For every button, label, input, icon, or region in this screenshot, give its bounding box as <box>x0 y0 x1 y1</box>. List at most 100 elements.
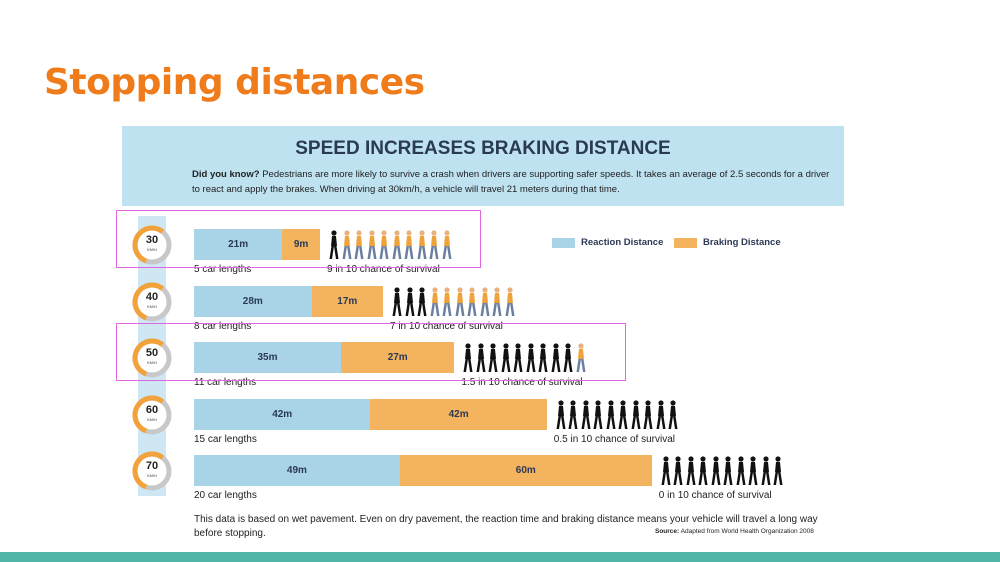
pedestrian-dark-icon <box>551 343 561 372</box>
car-lengths-label: 15 car lengths <box>194 433 257 445</box>
infographic-intro: Did you know? Pedestrians are more likel… <box>192 167 832 197</box>
legend-reaction: Reaction Distance <box>552 237 663 248</box>
reaction-bar: 21m <box>194 229 283 260</box>
pedestrian-icon <box>442 230 451 259</box>
pedestrian-dark-icon <box>656 399 666 429</box>
pedestrian-dark-icon <box>488 343 498 372</box>
legend-reaction-label: Reaction Distance <box>581 237 664 248</box>
pedestrian-dark-icon <box>761 456 771 485</box>
speed-gauge-icon <box>132 338 172 378</box>
speed-gauge: 50 KM/H <box>132 338 172 378</box>
speed-gauge-icon <box>132 282 172 321</box>
speed-gauge: 70 KM/H <box>132 451 172 491</box>
pedestrian-dark-icon <box>329 230 339 259</box>
pedestrian-dark-icon <box>773 456 783 485</box>
pedestrian-icon <box>467 286 477 316</box>
legend-reaction-swatch <box>552 237 575 248</box>
infographic-header: SPEED INCREASES BRAKING DISTANCE Did you… <box>122 126 844 206</box>
bottom-accent-bar <box>0 552 1000 562</box>
car-lengths-label: 8 car lengths <box>194 320 252 332</box>
speed-gauge-icon <box>132 395 172 434</box>
pedestrian-icon <box>492 286 502 316</box>
braking-bar: 60m <box>399 455 652 486</box>
pedestrian-dark-icon <box>556 399 566 429</box>
pedestrian-dark-icon <box>476 343 486 372</box>
source-label: Source: <box>655 528 680 535</box>
reaction-bar: 28m <box>194 285 312 317</box>
pedestrian-dark-icon <box>631 399 641 429</box>
pedestrian-icon <box>392 230 401 259</box>
speed-value: 30 <box>145 234 159 246</box>
pedestrian-icon <box>576 343 586 372</box>
pedestrian-dark-icon <box>417 286 427 316</box>
legend-braking-label: Braking Distance <box>703 237 781 248</box>
pedestrian-icon <box>442 286 452 316</box>
speed-unit: KM/H <box>147 416 157 422</box>
pedestrian-dark-icon <box>698 456 708 485</box>
pedestrian-dark-icon <box>538 343 548 372</box>
pedestrian-dark-icon <box>673 456 683 485</box>
pedestrian-dark-icon <box>606 399 616 429</box>
pedestrian-icon <box>379 230 389 259</box>
pedestrian-dark-icon <box>618 399 628 429</box>
pedestrian-dark-icon <box>581 399 591 429</box>
pedestrian-icon <box>417 230 426 259</box>
pedestrian-dark-icon <box>748 456 758 485</box>
speed-gauge: 30 KM/H <box>132 225 172 265</box>
speed-unit: KM/H <box>147 303 157 309</box>
legend-braking-swatch <box>674 237 697 248</box>
speed-gauge-icon <box>132 451 172 491</box>
pedestrian-dark-icon <box>568 399 578 429</box>
survival-label: 0.5 in 10 chance of survival <box>553 433 675 445</box>
pedestrian-icon <box>367 230 376 259</box>
speed-gauge-icon <box>132 225 172 265</box>
speed-unit: KM/H <box>147 360 157 365</box>
pedestrian-dark-icon <box>526 343 536 372</box>
source-text: Adapted from World Health Organization 2… <box>680 528 814 535</box>
pedestrian-icon <box>480 286 489 316</box>
reaction-bar: 35m <box>194 342 341 373</box>
braking-bar: 42m <box>370 398 547 430</box>
pedestrian-dark-icon <box>501 343 511 372</box>
speed-gauge: 60 KM/H <box>132 395 172 435</box>
infographic-title: SPEED INCREASES BRAKING DISTANCE <box>295 138 671 159</box>
speed-value: 60 <box>145 403 159 416</box>
speed-unit: KM/H <box>147 247 157 252</box>
car-lengths-label: 20 car lengths <box>194 490 257 501</box>
speed-value: 40 <box>145 290 159 303</box>
speed-gauge: 40 KM/H <box>132 282 172 322</box>
pedestrian-dark-icon <box>563 343 573 372</box>
highlight-box <box>116 210 481 268</box>
survival-label: 1.5 in 10 chance of survival <box>461 377 583 388</box>
pedestrian-dark-icon <box>392 286 402 316</box>
pedestrian-icon <box>404 230 414 259</box>
intro-bold: Did you know? <box>192 169 260 180</box>
pedestrian-dark-icon <box>668 399 678 429</box>
pedestrian-dark-icon <box>463 343 473 372</box>
pedestrian-dark-icon <box>593 399 603 429</box>
footnote: This data is based on wet pavement. Even… <box>194 514 818 539</box>
reaction-bar: 49m <box>194 455 400 486</box>
pedestrian-dark-icon <box>723 456 733 485</box>
pedestrian-icon <box>505 286 514 316</box>
pedestrian-dark-icon <box>686 456 696 485</box>
survival-label: 7 in 10 chance of survival <box>390 320 503 332</box>
speed-unit: KM/H <box>147 473 157 478</box>
pedestrian-icon <box>430 286 439 316</box>
pedestrian-dark-icon <box>643 399 653 429</box>
intro-text: Pedestrians are more likely to survive a… <box>192 169 830 195</box>
pedestrian-dark-icon <box>711 456 721 485</box>
pedestrian-icon <box>455 286 464 316</box>
pedestrian-dark-icon <box>661 456 671 485</box>
survival-label: 0 in 10 chance of survival <box>658 490 772 501</box>
legend-braking: Braking Distance <box>674 237 781 248</box>
pedestrian-dark-icon <box>513 343 523 372</box>
pedestrian-dark-icon <box>405 286 414 316</box>
survival-label: 9 in 10 chance of survival <box>327 264 440 275</box>
source: Source: Adapted from World Health Organi… <box>655 528 814 535</box>
slide-title: Stopping distances <box>44 62 425 103</box>
speed-value: 70 <box>145 460 159 472</box>
pedestrian-icon <box>354 230 364 259</box>
reaction-bar: 42m <box>194 398 371 430</box>
pedestrian-icon <box>429 230 439 259</box>
